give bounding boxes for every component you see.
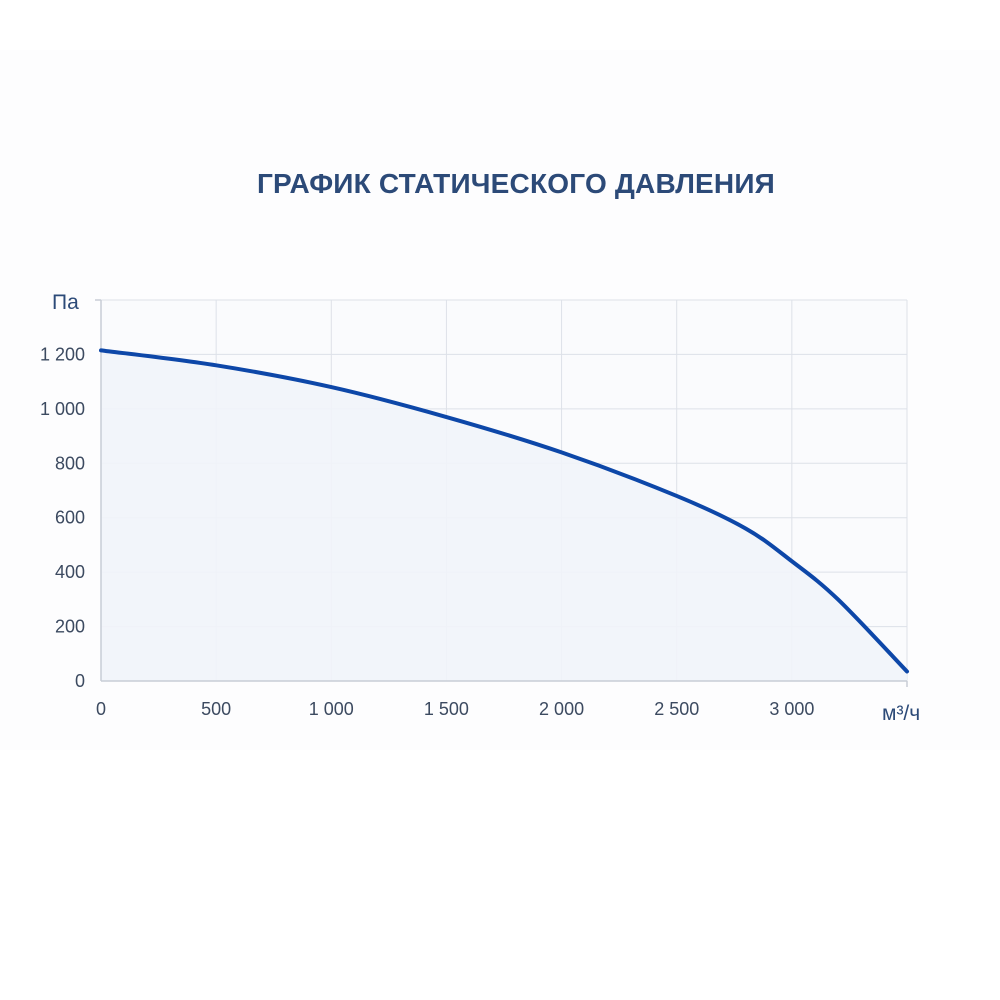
x-tick-label: 500 — [201, 699, 231, 719]
x-tick-label: 1 500 — [424, 699, 469, 719]
chart-title: ГРАФИК СТАТИЧЕСКОГО ДАВЛЕНИЯ — [256, 168, 775, 199]
x-tick-label: 2 500 — [654, 699, 699, 719]
x-tick-label: 0 — [96, 699, 106, 719]
series-line — [99, 348, 909, 674]
y-tick-label: 400 — [55, 562, 85, 582]
area-fill-layer — [101, 350, 907, 681]
y-tick-label: 1 000 — [40, 399, 85, 419]
y-tick-label: 200 — [55, 617, 85, 637]
x-tick-label: 3 000 — [769, 699, 814, 719]
y-tick-label: 1 200 — [40, 344, 85, 364]
tick-labels: 0 500 1 000 1 500 2 000 2 500 3 000 0 200 400 600 8… — [40, 344, 814, 719]
x-tick-label: 2 000 — [539, 699, 584, 719]
series-line-layer — [99, 348, 909, 674]
axes — [95, 299, 908, 687]
x-tick-label: 1 000 — [309, 699, 354, 719]
y-tick-label: 800 — [55, 453, 85, 473]
y-tick-label: 600 — [55, 508, 85, 528]
y-axis-unit-label: Па — [52, 291, 79, 314]
area-fill — [101, 350, 907, 681]
x-axis-unit-label: м³/ч — [882, 702, 920, 725]
y-tick-label: 0 — [75, 671, 85, 691]
